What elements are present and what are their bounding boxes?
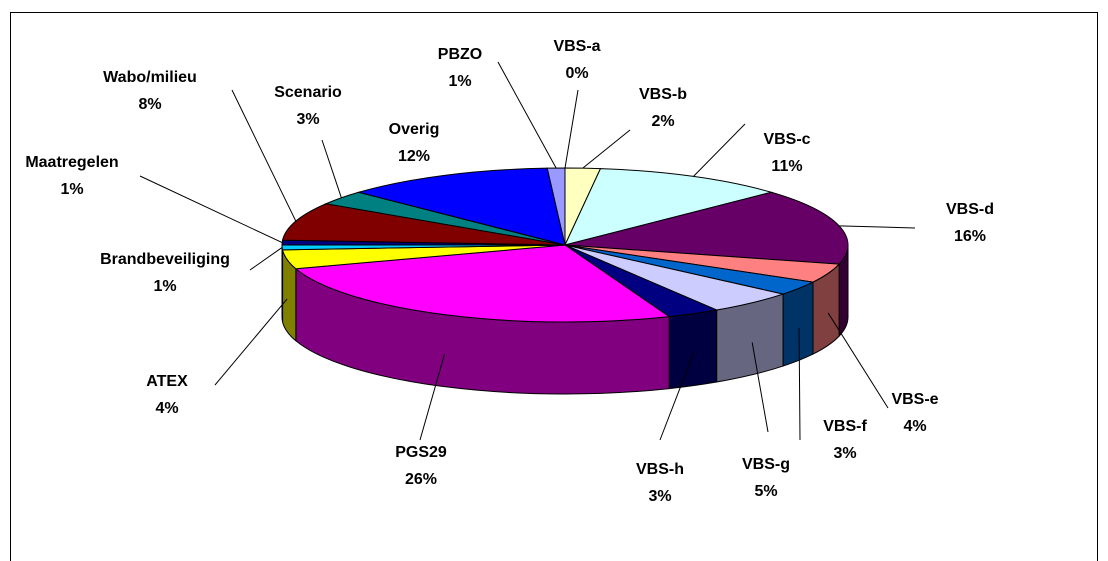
- category-label: Brandbeveiliging: [100, 251, 230, 268]
- category-label: VBS-b: [639, 86, 687, 103]
- category-label: Scenario: [274, 84, 342, 101]
- category-label: VBS-c: [763, 131, 810, 148]
- slice: [281, 203, 566, 246]
- slice-side: [281, 244, 284, 322]
- category-label: ATEX: [146, 373, 188, 390]
- value-label: 16%: [954, 228, 986, 245]
- value-label: 0%: [565, 65, 588, 82]
- leader-line: [249, 247, 283, 271]
- leader-line: [139, 175, 283, 244]
- category-label: VBS-a: [553, 38, 600, 55]
- value-label: 4%: [903, 418, 926, 435]
- category-label: PBZO: [438, 46, 482, 63]
- slice: [564, 168, 774, 246]
- category-label: Wabo/milieu: [103, 69, 197, 86]
- category-label: VBS-e: [891, 391, 938, 408]
- slice: [356, 167, 566, 246]
- slice-side: [782, 281, 814, 367]
- value-label: 1%: [60, 181, 83, 198]
- slice: [294, 244, 671, 323]
- leader-line: [798, 327, 801, 441]
- category-label: PGS29: [395, 444, 447, 461]
- category-label: Overig: [389, 121, 440, 138]
- value-label: 12%: [398, 148, 430, 165]
- category-label: VBS-h: [636, 461, 684, 478]
- leader-line: [659, 353, 694, 441]
- category-label: VBS-d: [946, 201, 994, 218]
- leader-line: [564, 89, 579, 169]
- leader-line: [214, 298, 288, 386]
- value-label: 3%: [648, 488, 671, 505]
- chart-frame: [10, 12, 1098, 561]
- value-label: 5%: [754, 483, 777, 500]
- leader-line: [693, 123, 746, 177]
- value-label: 11%: [771, 158, 802, 175]
- leader-line: [827, 312, 889, 409]
- value-label: 8%: [138, 96, 161, 113]
- category-label: Maatregelen: [25, 154, 118, 171]
- slice-side: [668, 309, 718, 390]
- category-label: VBS-f: [823, 418, 867, 435]
- value-label: 4%: [155, 400, 178, 417]
- slice: [564, 191, 849, 265]
- leader-line: [839, 225, 916, 229]
- leader-line: [582, 129, 631, 169]
- value-label: 1%: [448, 73, 471, 90]
- value-label: 3%: [296, 111, 319, 128]
- leader-line: [419, 354, 445, 441]
- leader-line: [751, 342, 769, 433]
- value-label: 26%: [405, 471, 437, 488]
- value-label: 3%: [833, 445, 856, 462]
- category-label: VBS-g: [742, 456, 790, 473]
- leader-line: [321, 139, 342, 198]
- value-label: 2%: [651, 113, 674, 130]
- leader-line: [497, 61, 557, 169]
- leader-line: [231, 89, 297, 222]
- value-label: 1%: [153, 278, 176, 295]
